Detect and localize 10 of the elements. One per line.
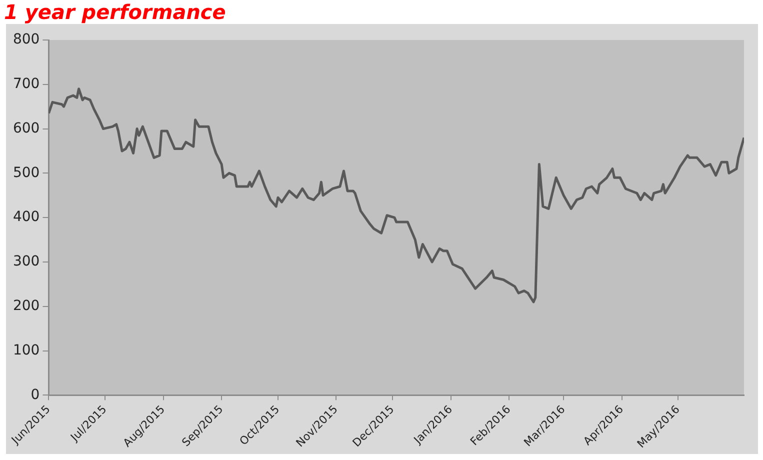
y-tick-label: 200 bbox=[12, 298, 40, 314]
chart-title: 1 year performance bbox=[3, 0, 227, 24]
y-tick-label: 100 bbox=[12, 342, 40, 358]
y-tick-label: 800 bbox=[12, 32, 40, 48]
y-tick-label: 700 bbox=[12, 76, 40, 92]
y-tick-label: 500 bbox=[12, 164, 40, 181]
y-tick-label: 0 bbox=[30, 386, 40, 403]
y-tick-label: 400 bbox=[12, 209, 40, 226]
y-tick-label: 600 bbox=[12, 120, 40, 136]
y-tick-label: 300 bbox=[12, 254, 40, 270]
